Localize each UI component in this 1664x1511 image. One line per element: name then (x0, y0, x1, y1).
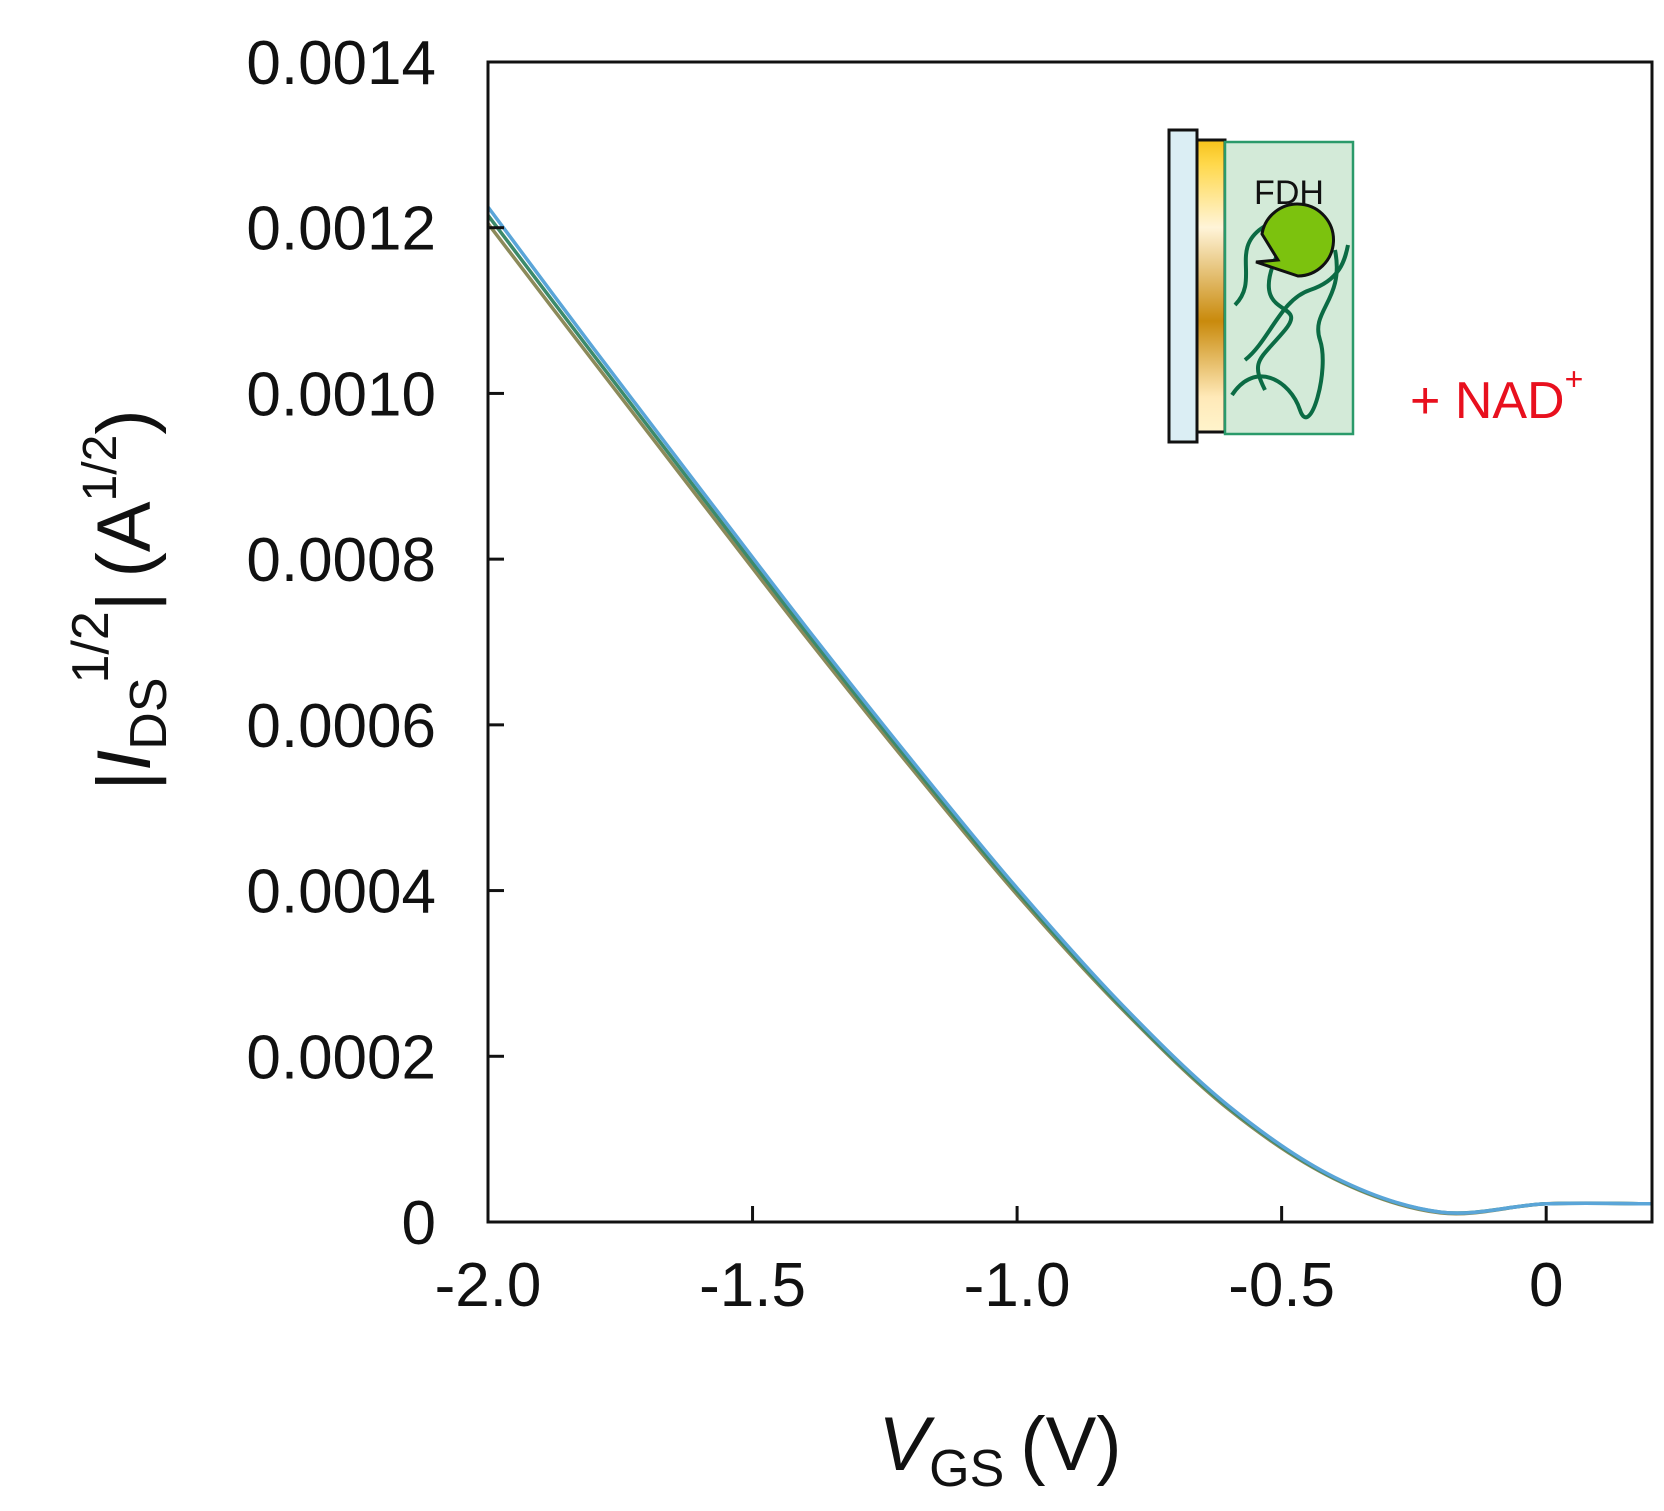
series-layer (486, 205, 1653, 1216)
y-tick-label: 0.0014 (246, 29, 436, 98)
x-axis-label: VGS (V) (878, 1402, 1121, 1498)
y-label-bar-right: | (82, 591, 167, 611)
series-line (486, 214, 1653, 1215)
x-axis: -2.0 -1.5 -1.0 -0.5 0 (435, 1206, 1563, 1320)
x-tick-label: -2.0 (435, 1251, 542, 1320)
reagent-label: + NAD (1410, 372, 1565, 430)
y-label-unit-close: ) (82, 409, 167, 434)
y-label-subscript: DS (120, 677, 178, 749)
y-label-bar-left: | (82, 771, 167, 791)
inset-polymer-chain (1243, 244, 1350, 362)
y-label-unit-superscript: 1/2 (74, 435, 127, 502)
x-tick-label: 0 (1529, 1251, 1563, 1320)
inset-polymer-chain (1230, 249, 1339, 420)
y-tick-label: 0.0008 (246, 526, 436, 595)
y-tick-label: 0.0004 (246, 858, 436, 927)
inset-enzyme-label: FDH (1254, 174, 1324, 212)
y-tick-label: 0.0010 (246, 360, 436, 429)
y-tick-label: 0 (402, 1189, 436, 1258)
x-label-symbol: V (878, 1402, 935, 1487)
y-tick-label: 0.0002 (246, 1023, 436, 1092)
y-label-symbol: I (82, 750, 167, 771)
x-tick-label: -0.5 (1228, 1251, 1335, 1320)
reagent-annotation: + NAD+ (1410, 361, 1583, 430)
y-label-unit-open: (A (82, 501, 167, 577)
y-axis-label: |IDS1/2|(A1/2) (62, 409, 178, 790)
inset-gold-electrode (1195, 138, 1227, 434)
x-tick-label: -1.0 (964, 1251, 1071, 1320)
y-label-superscript: 1/2 (62, 611, 120, 683)
y-tick-label: 0.0006 (246, 692, 436, 761)
series-line (486, 205, 1653, 1215)
inset-enzyme-icon (1255, 202, 1335, 278)
reagent-charge: + (1565, 361, 1584, 397)
x-tick-label: -1.5 (699, 1251, 806, 1320)
x-label-unit: (V) (1020, 1402, 1121, 1487)
plot-frame (486, 60, 1654, 1224)
inset-substrate (1167, 128, 1199, 444)
y-axis: 0 0.0002 0.0004 0.0006 0.0008 0.0010 0.0012 0.0… (246, 29, 504, 1258)
x-label-subscript: GS (929, 1440, 1004, 1498)
inset-schematic: FDH (1167, 128, 1355, 444)
y-tick-label: 0.0012 (246, 195, 436, 264)
